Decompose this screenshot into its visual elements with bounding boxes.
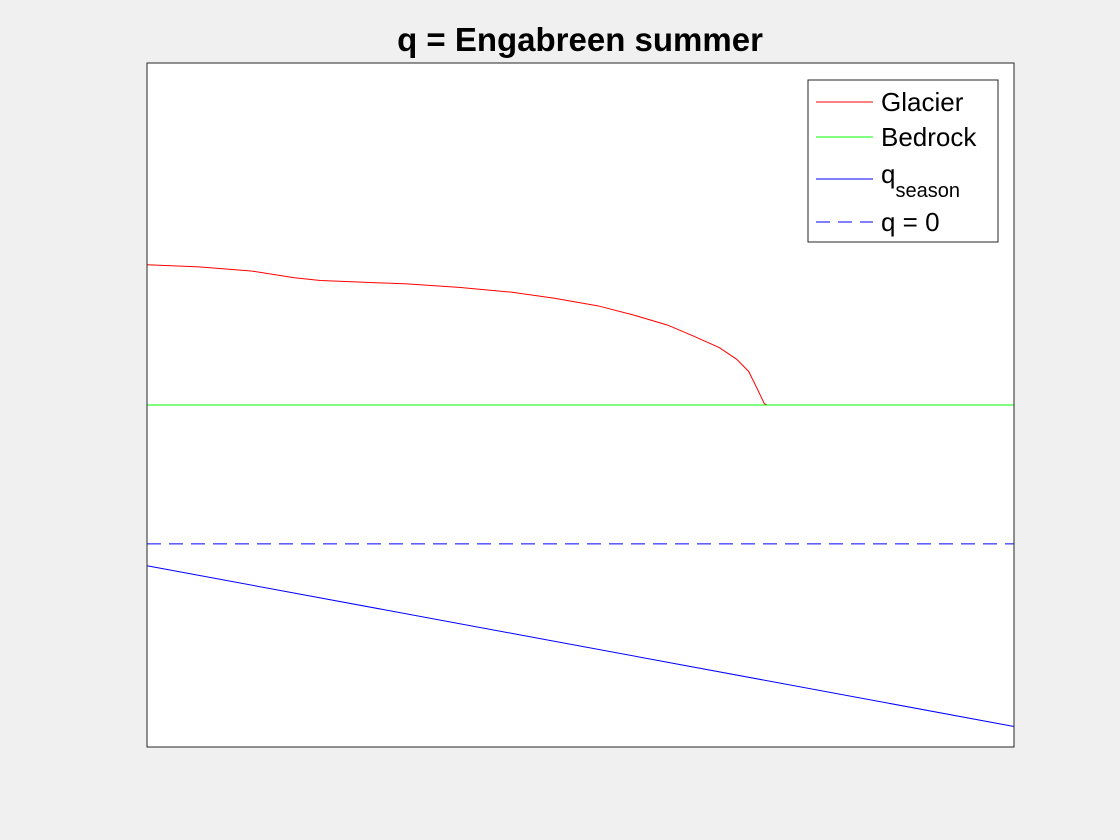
chart-title: q = Engabreen summer: [397, 21, 763, 58]
legend-glacier-label: Glacier: [881, 87, 964, 117]
series-qseason-line: [146, 565, 1015, 727]
legend-bedrock-label: Bedrock: [881, 122, 977, 152]
series-glacier-line: [146, 264, 768, 406]
series-layer: [146, 264, 1015, 727]
legend-qseason-subscript: season: [895, 180, 960, 202]
legend: Glacier Bedrock qseason q = 0: [807, 79, 999, 243]
legend-qseason-base: q: [881, 159, 895, 189]
legend-qzero-label: q = 0: [881, 207, 940, 237]
legend-box: [807, 79, 999, 243]
legend-qseason-label: qseason: [881, 159, 960, 202]
axes-box: [146, 62, 1015, 748]
